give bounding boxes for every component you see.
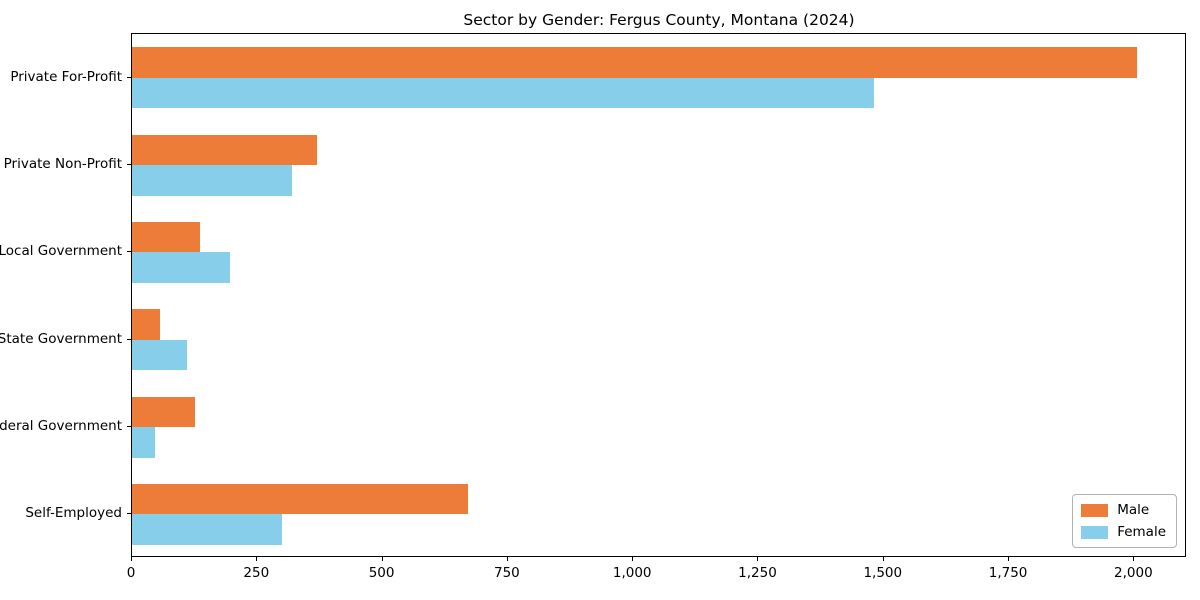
category-label-state-government: State Government [0, 330, 122, 347]
x-axis-tick [882, 557, 884, 561]
bar-male-local-government [132, 221, 200, 253]
legend-item-female: Female [1081, 524, 1166, 540]
bar-male-state-government [132, 309, 160, 340]
bar-female-local-government [132, 252, 230, 283]
x-tick-label: 1,250 [738, 565, 777, 581]
bar-male-private-for-profit [132, 47, 1137, 78]
x-axis-tick [506, 557, 508, 561]
bar-female-state-government [132, 339, 188, 371]
x-tick-label: 1,500 [863, 565, 903, 581]
x-tick-label: 0 [126, 565, 136, 581]
bar-male-federal-government [132, 396, 195, 427]
x-axis-tick [632, 557, 634, 561]
chart-title: Sector by Gender: Fergus County, Montana… [463, 11, 855, 29]
legend-item-male: Male [1081, 502, 1166, 518]
category-label-federal-government: Federal Government [0, 418, 122, 434]
category-label-private-non-profit: Private Non-Profit [3, 156, 122, 172]
bar-female-private-for-profit [132, 77, 874, 109]
y-axis-tick [127, 164, 131, 165]
x-axis-tick [131, 557, 132, 561]
x-tick-label: 2,000 [1114, 565, 1153, 581]
x-axis-tick [757, 557, 759, 561]
bar-male-self-employed [132, 483, 468, 515]
plot-area: Male Female [131, 33, 1186, 557]
x-tick-label: 1,750 [988, 565, 1028, 581]
x-axis-tick [381, 557, 383, 561]
bar-female-private-non-profit [132, 165, 293, 196]
legend-label-female: Female [1117, 524, 1166, 540]
x-tick-label: 1,000 [612, 565, 652, 581]
category-label-private-for-profit: Private For-Profit [10, 68, 122, 85]
bar-female-federal-government [132, 427, 155, 458]
legend: Male Female [1072, 494, 1177, 548]
y-axis-tick [127, 426, 131, 427]
legend-swatch-male [1081, 503, 1109, 517]
x-axis-tick [1008, 557, 1010, 561]
category-label-local-government: Local Government [0, 243, 122, 260]
bar-female-self-employed [132, 514, 283, 545]
x-tick-label: 750 [494, 565, 520, 581]
y-axis-tick [127, 338, 131, 340]
category-label-self-employed: Self-Employed [25, 505, 122, 522]
y-axis-tick [127, 251, 131, 253]
legend-label-male: Male [1117, 502, 1150, 518]
legend-swatch-female [1081, 525, 1109, 539]
x-tick-label: 500 [368, 565, 395, 581]
bar-male-private-non-profit [132, 134, 318, 165]
x-axis-tick [1133, 557, 1135, 561]
y-axis-tick [127, 76, 131, 78]
x-tick-label: 250 [243, 565, 270, 581]
y-axis-tick [127, 513, 131, 515]
x-axis-tick [256, 557, 258, 561]
